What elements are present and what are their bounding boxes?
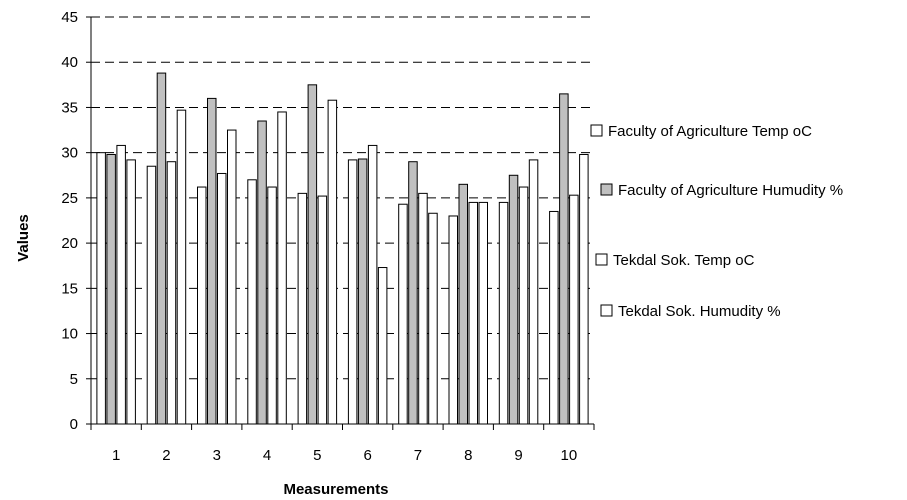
legend-label: Faculty of Agriculture Temp oC: [608, 123, 812, 140]
x-tick-label: 7: [414, 447, 422, 464]
bar: [126, 159, 136, 425]
y-tick-label: 30: [61, 145, 78, 162]
bar: [277, 111, 287, 425]
y-tick-label: 40: [61, 54, 78, 71]
bar: [307, 84, 318, 425]
legend-label: Faculty of Agriculture Humudity %: [618, 182, 843, 199]
bar: [166, 161, 177, 425]
bar: [227, 129, 237, 425]
bar: [418, 192, 428, 425]
x-tick-label: 10: [561, 447, 578, 464]
legend-swatch: [600, 183, 613, 196]
bar: [468, 201, 478, 425]
bar: [458, 183, 468, 425]
bar: [347, 159, 358, 425]
y-tick-label: 5: [70, 371, 78, 388]
legend-swatch: [600, 304, 613, 317]
bar: [267, 186, 277, 425]
y-tick-label: 0: [70, 416, 78, 433]
bar: [217, 172, 227, 425]
x-tick-label: 2: [162, 447, 170, 464]
y-tick-label: 35: [61, 99, 78, 116]
bar: [377, 267, 388, 425]
bar: [448, 215, 458, 425]
y-tick-label: 25: [61, 190, 78, 207]
x-tick-label: 6: [363, 447, 371, 464]
bar: [146, 165, 157, 425]
bar: [478, 201, 488, 425]
bar: [528, 159, 539, 425]
bar: [518, 186, 529, 425]
legend-label: Tekdal Sok. Temp oC: [613, 252, 755, 269]
legend-swatch: [595, 253, 608, 266]
bar: [156, 72, 167, 425]
y-axis-title: Values: [15, 214, 32, 262]
x-axis-title: Measurements: [283, 481, 388, 498]
legend-label: Tekdal Sok. Humudity %: [618, 303, 781, 320]
axes: [86, 16, 595, 430]
x-tick-label: 8: [464, 447, 472, 464]
x-tick-label: 4: [263, 447, 271, 464]
bar: [207, 97, 217, 425]
bar: [367, 144, 378, 425]
bar: [197, 186, 207, 425]
legend-swatch: [590, 124, 603, 137]
y-tick-labels: 0 5 10 15 20 25 30 35 40 45: [61, 9, 78, 433]
y-tick-label: 20: [61, 235, 78, 252]
legend: Faculty of Agriculture Temp oC Faculty of…: [590, 123, 843, 320]
bar: [508, 174, 519, 425]
bar: [247, 179, 257, 425]
bar: [176, 109, 187, 425]
bar: [428, 212, 438, 425]
bar: [569, 194, 579, 425]
bar: [106, 153, 116, 425]
x-tick-label: 9: [514, 447, 522, 464]
bar: [116, 144, 126, 425]
x-tick-label: 3: [213, 447, 221, 464]
x-tick-labels: 1 2 3 4 5 6 7 8 9 10: [112, 447, 577, 464]
y-tick-label: 10: [61, 326, 78, 343]
y-tick-label: 45: [61, 9, 78, 26]
bar: [559, 93, 569, 425]
bar: [297, 192, 308, 425]
bar: [398, 203, 408, 425]
gridlines: [91, 16, 594, 380]
y-tick-label: 15: [61, 280, 78, 297]
bar: [96, 152, 106, 425]
bar: [257, 120, 267, 425]
bar: [408, 161, 418, 425]
bar: [327, 99, 338, 425]
bar: [498, 201, 509, 425]
bar: [549, 210, 559, 425]
x-tick-label: 5: [313, 447, 321, 464]
bar: [579, 153, 589, 425]
bar: [317, 195, 328, 425]
bar: [357, 158, 368, 425]
x-tick-label: 1: [112, 447, 120, 464]
bars: [96, 72, 589, 425]
